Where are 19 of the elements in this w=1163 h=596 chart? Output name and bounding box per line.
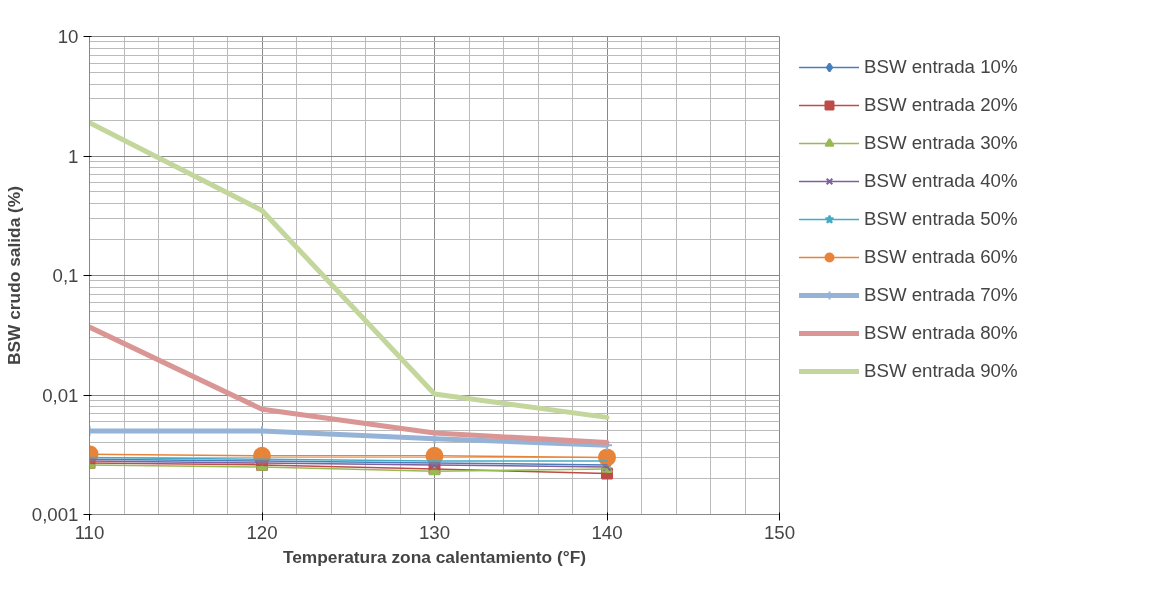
x-tick-label: 140 bbox=[591, 521, 623, 543]
y-tick-label: 0,1 bbox=[52, 265, 79, 286]
y-tick-label: 1 bbox=[68, 145, 79, 167]
y-tick-label: 10 bbox=[57, 26, 79, 47]
legend-label: BSW entrada 80% bbox=[864, 322, 1018, 344]
y-tick-label: 0,01 bbox=[42, 384, 79, 406]
legend-label: BSW entrada 30% bbox=[864, 132, 1018, 154]
legend-label: BSW entrada 50% bbox=[864, 208, 1018, 230]
y-axis-title: BSW crudo salida (%) bbox=[3, 185, 24, 366]
legend-label: BSW entrada 70% bbox=[864, 284, 1018, 306]
x-axis-title: Temperatura zona calentamiento (°F) bbox=[282, 546, 587, 567]
legend-label: BSW entrada 10% bbox=[864, 56, 1018, 78]
legend-label: BSW entrada 20% bbox=[864, 94, 1018, 116]
x-tick-label: 150 bbox=[763, 521, 796, 543]
x-tick-label: 120 bbox=[246, 521, 278, 543]
legend-label: BSW entrada 90% bbox=[864, 360, 1018, 382]
legend-label: BSW entrada 40% bbox=[864, 170, 1018, 192]
legend-label: BSW entrada 60% bbox=[864, 246, 1018, 268]
x-tick-label: 130 bbox=[418, 521, 451, 543]
